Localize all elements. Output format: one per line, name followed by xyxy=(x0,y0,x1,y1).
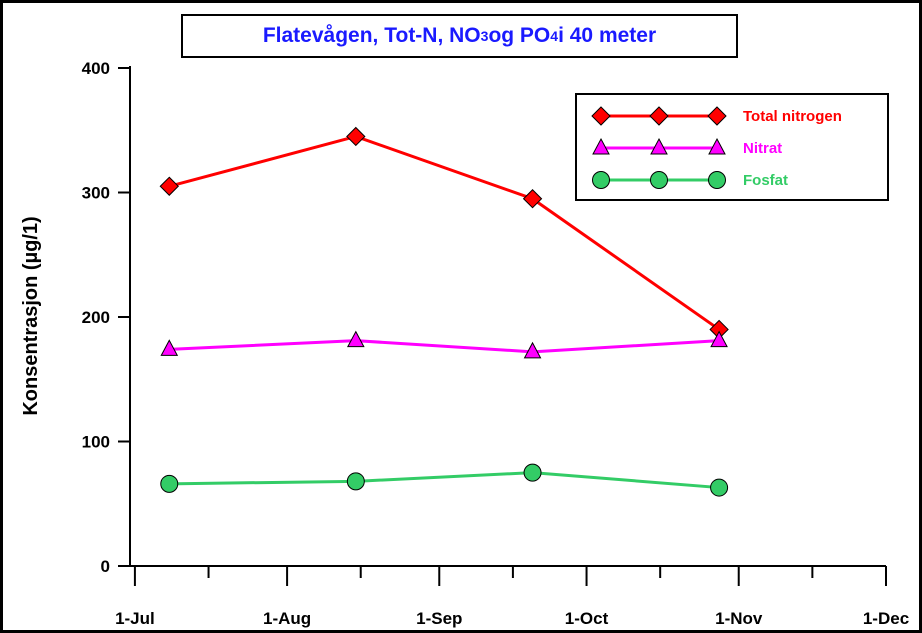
data-point xyxy=(710,330,728,348)
legend-label: Nitrat xyxy=(743,140,782,157)
data-point xyxy=(346,126,366,147)
y-tick-label: 200 xyxy=(82,308,110,327)
series-line xyxy=(169,339,720,354)
x-tick-label: 1-Sep xyxy=(416,609,462,628)
y-tick-label: 0 xyxy=(101,557,110,576)
data-point xyxy=(710,478,729,497)
y-tick-label: 300 xyxy=(82,184,110,203)
title-part-1: Flatevågen, Tot-N, NO xyxy=(262,24,481,47)
legend-marker xyxy=(592,137,610,155)
legend-box xyxy=(575,93,889,201)
series-layer xyxy=(159,126,729,497)
legend-marker xyxy=(650,171,668,189)
legend-label: Fosfat xyxy=(743,172,788,189)
legend-marker xyxy=(708,137,726,155)
series-line xyxy=(169,471,720,490)
legend-label: Total nitrogen xyxy=(743,108,842,125)
axes: 0 100 200 300 400 1-Jul 1-Aug 1-Sep 1-Oct 1-Nov 1-… xyxy=(82,59,910,628)
y-axis-label: Konsentrasjon (µg/1) xyxy=(20,216,42,415)
data-point xyxy=(523,341,542,359)
chart-title: Flatevågen, Tot-N, NO 3 og PO 4 i 40 meter xyxy=(181,14,738,58)
legend-marker xyxy=(707,106,727,126)
data-point xyxy=(523,463,542,482)
legend-marker xyxy=(592,171,610,189)
legend-marker xyxy=(708,171,726,189)
data-point xyxy=(346,472,365,491)
legend: Total nitrogen Nitrat Fosfat xyxy=(575,93,889,201)
series-line xyxy=(168,134,720,331)
data-point xyxy=(160,474,179,493)
data-point xyxy=(522,189,543,209)
legend-marker xyxy=(650,137,668,155)
x-tick-label: 1-Aug xyxy=(263,609,311,628)
legend-marker xyxy=(591,106,611,126)
y-tick-label: 100 xyxy=(82,433,110,452)
x-tick-label: 1-Dec xyxy=(863,609,909,628)
series-diamond xyxy=(159,126,729,340)
x-tick-label: 1-Oct xyxy=(565,609,609,628)
series-circle xyxy=(160,463,729,497)
data-point xyxy=(160,339,179,356)
legend-marker xyxy=(649,106,669,126)
title-part-2: og PO xyxy=(488,24,551,47)
x-tick-label: 1-Jul xyxy=(115,609,155,628)
data-point xyxy=(159,176,179,196)
y-tick-label: 400 xyxy=(82,59,110,78)
title-part-3: i 40 meter xyxy=(558,24,657,47)
x-tick-label: 1-Nov xyxy=(715,609,763,628)
title-sub-3: 3 xyxy=(480,28,489,44)
series-triangle xyxy=(160,330,728,359)
data-point xyxy=(346,330,365,348)
title-sub-4: 4 xyxy=(550,28,559,44)
